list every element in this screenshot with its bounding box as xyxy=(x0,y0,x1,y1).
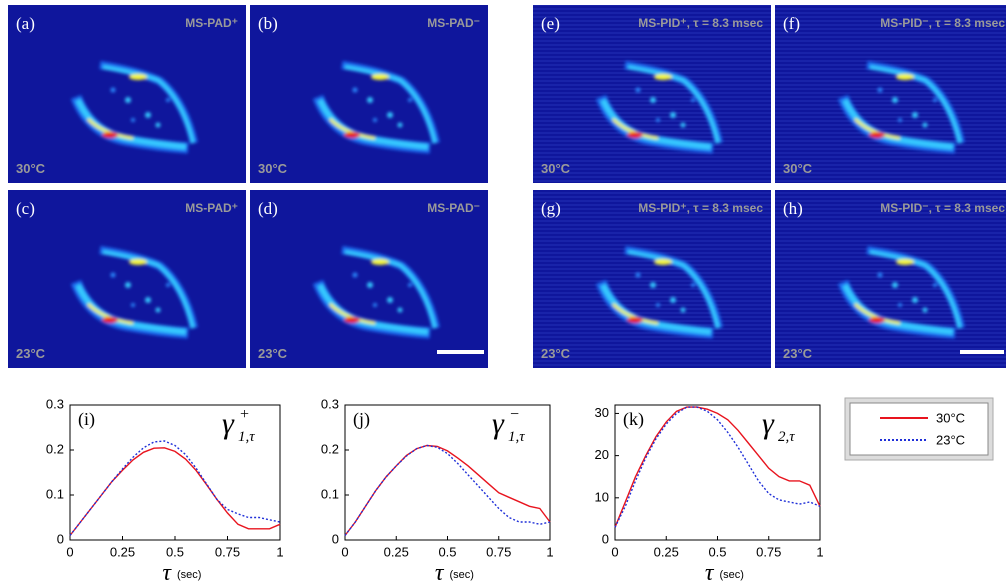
panel-title: MS-PID⁺, τ = 8.3 msec xyxy=(638,16,763,30)
panel-temperature: 30°C xyxy=(258,161,288,176)
image-noise xyxy=(533,5,771,183)
panel-title: MS-PID⁻, τ = 8.3 msec xyxy=(880,201,1005,215)
panel-temperature: 30°C xyxy=(16,161,46,176)
panel-title: MS-PAD⁻ xyxy=(427,201,480,215)
panel-temperature: 30°C xyxy=(783,161,813,176)
legend-label: 30°C xyxy=(936,410,965,425)
data-line xyxy=(69,447,281,536)
legend-inner xyxy=(849,402,989,456)
panel-label: (i) xyxy=(78,409,95,430)
legend xyxy=(844,397,994,461)
x-tick-label: 0.5 xyxy=(438,544,456,559)
panel-label: (h) xyxy=(783,199,803,218)
image-panel: (e) MS-PID⁺, τ = 8.3 msec 30°C xyxy=(533,5,771,183)
x-tick-label: 0.75 xyxy=(756,544,781,559)
image-panel: (b) MS-PAD⁻ 30°C xyxy=(250,5,488,183)
plot-frame xyxy=(614,404,821,541)
image-panels: (a) MS-PAD⁺ 30°C (b) MS-PAD⁻ 30°C (c) MS-PAD⁺ 23… xyxy=(8,5,1006,368)
y-tick-label: 0.3 xyxy=(46,396,64,411)
y-tick-label: 30 xyxy=(595,405,609,420)
x-tick-label: 0.25 xyxy=(110,544,135,559)
panel-label: (c) xyxy=(16,199,35,218)
image-panel: (h) MS-PID⁻, τ = 8.3 msec 23°C xyxy=(775,190,1006,368)
annotation-symbol: γ xyxy=(492,407,505,440)
data-line xyxy=(344,444,551,536)
panel-label: (f) xyxy=(783,14,800,33)
y-tick-label: 0.2 xyxy=(321,441,339,456)
image-background xyxy=(8,5,246,183)
panel-temperature: 30°C xyxy=(541,161,571,176)
image-noise xyxy=(775,190,1006,368)
legend-label: 23°C xyxy=(936,432,965,447)
x-tick-label: 0.75 xyxy=(215,544,240,559)
x-axis-unit: (sec) xyxy=(720,569,744,581)
data-line xyxy=(69,440,281,536)
image-panel: (f) MS-PID⁻, τ = 8.3 msec 30°C xyxy=(775,5,1006,183)
x-tick-label: 0.25 xyxy=(654,544,679,559)
x-tick-label: 1 xyxy=(276,544,283,559)
x-axis-label: τ xyxy=(705,560,715,586)
image-panel: (a) MS-PAD⁺ 30°C xyxy=(8,5,246,183)
x-tick-label: 0 xyxy=(611,544,618,559)
y-tick-label: 0.2 xyxy=(46,441,64,456)
y-tick-label: 0.1 xyxy=(46,486,64,501)
data-line xyxy=(614,406,821,528)
image-noise xyxy=(775,5,1006,183)
panel-temperature: 23°C xyxy=(541,346,571,361)
x-tick-label: 1 xyxy=(816,544,823,559)
annotation-subscript: 1,τ xyxy=(508,429,525,445)
plot-frame xyxy=(69,404,281,541)
plot-frame xyxy=(344,404,551,541)
data-line xyxy=(614,406,821,528)
annotation-superscript: + xyxy=(240,406,249,423)
image-background xyxy=(250,190,488,368)
x-tick-label: 1 xyxy=(546,544,553,559)
x-axis-unit: (sec) xyxy=(177,569,201,581)
panel-label: (b) xyxy=(258,14,278,33)
panel-label: (d) xyxy=(258,199,278,218)
y-tick-label: 0 xyxy=(332,531,339,546)
y-tick-label: 20 xyxy=(595,447,609,462)
panel-label: (j) xyxy=(353,409,370,430)
x-axis-label: τ xyxy=(435,560,445,586)
annotation-superscript: − xyxy=(510,406,519,423)
x-tick-label: 0.5 xyxy=(708,544,726,559)
image-panel: (c) MS-PAD⁺ 23°C xyxy=(8,190,246,368)
image-noise xyxy=(533,190,771,368)
x-tick-label: 0 xyxy=(66,544,73,559)
image-panel: (g) MS-PID⁺, τ = 8.3 msec 23°C xyxy=(533,190,771,368)
x-tick-label: 0 xyxy=(341,544,348,559)
y-tick-label: 0 xyxy=(57,531,64,546)
annotation-subscript: 2,τ xyxy=(778,429,795,445)
y-tick-label: 0 xyxy=(602,531,609,546)
annotation-symbol: γ xyxy=(222,407,235,440)
annotation-subscript: 1,τ xyxy=(238,429,255,445)
panel-title: MS-PID⁺, τ = 8.3 msec xyxy=(638,201,763,215)
panel-title: MS-PAD⁺ xyxy=(185,16,238,30)
y-tick-label: 10 xyxy=(595,489,609,504)
panel-title: MS-PID⁻, τ = 8.3 msec xyxy=(880,16,1005,30)
panel-title: MS-PAD⁻ xyxy=(427,16,480,30)
panel-label: (g) xyxy=(541,199,561,218)
x-tick-label: 0.5 xyxy=(166,544,184,559)
x-tick-label: 0.75 xyxy=(486,544,511,559)
data-line xyxy=(344,444,551,536)
image-background xyxy=(8,190,246,368)
y-tick-label: 0.1 xyxy=(321,486,339,501)
panel-label: (e) xyxy=(541,14,560,33)
panel-label: (a) xyxy=(16,14,35,33)
image-background xyxy=(250,5,488,183)
x-tick-label: 0.25 xyxy=(384,544,409,559)
panel-label: (k) xyxy=(623,409,644,430)
x-axis-label: τ xyxy=(162,560,172,586)
panel-temperature: 23°C xyxy=(16,346,46,361)
annotation-symbol: γ xyxy=(762,407,775,440)
panel-temperature: 23°C xyxy=(258,346,288,361)
panel-temperature: 23°C xyxy=(783,346,813,361)
panel-title: MS-PAD⁺ xyxy=(185,201,238,215)
x-axis-unit: (sec) xyxy=(450,569,474,581)
image-panel: (d) MS-PAD⁻ 23°C xyxy=(250,190,488,368)
y-tick-label: 0.3 xyxy=(321,396,339,411)
